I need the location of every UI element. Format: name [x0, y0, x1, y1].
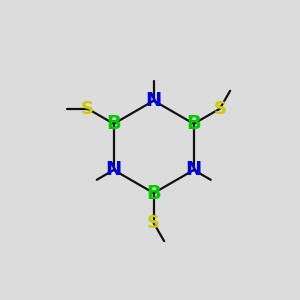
Text: B: B — [146, 184, 161, 202]
Text: B: B — [186, 114, 201, 133]
Text: N: N — [106, 160, 122, 179]
Text: S: S — [213, 100, 226, 118]
Text: B: B — [106, 114, 121, 133]
Text: S: S — [81, 100, 94, 118]
Text: N: N — [186, 160, 202, 179]
Text: S: S — [147, 214, 160, 232]
Text: N: N — [146, 91, 162, 110]
